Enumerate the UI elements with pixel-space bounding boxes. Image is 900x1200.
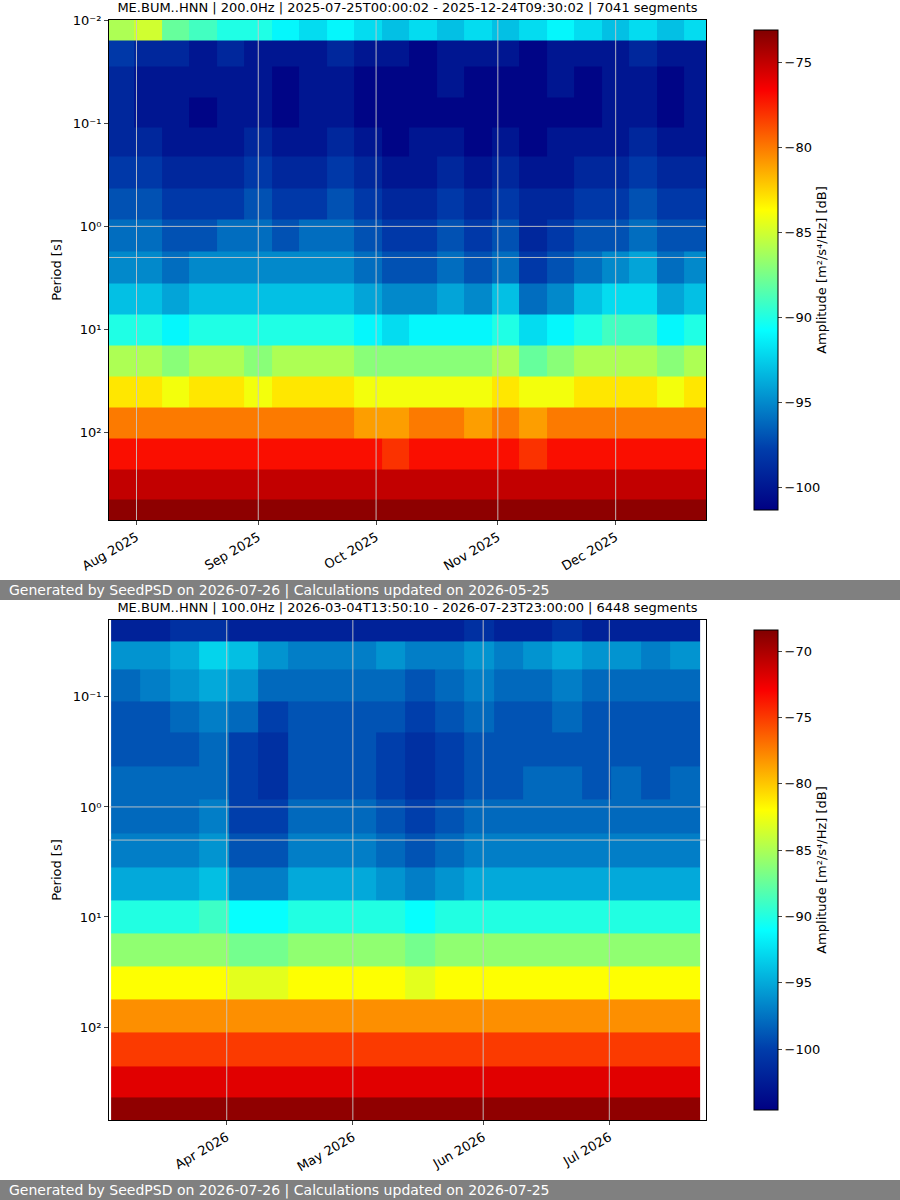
svg-text:Jul 2026: Jul 2026 [560,1129,614,1169]
svg-text:Sep 2025: Sep 2025 [202,529,263,573]
svg-text:−75: −75 [785,55,812,70]
svg-text:Oct 2025: Oct 2025 [322,529,381,572]
svg-text:−90: −90 [785,909,812,924]
svg-text:−100: −100 [785,480,821,495]
svg-text:10²: 10² [80,1020,102,1035]
svg-text:10¹: 10¹ [80,322,102,337]
svg-text:Amplitude [m²/s⁴/Hz] [dB]: Amplitude [m²/s⁴/Hz] [dB] [814,186,829,354]
svg-text:−70: −70 [785,644,812,659]
html-text:Generated by SeedPSD on 2026-0: Generated by SeedPSD on 2026-07-26 | Cal… [9,582,550,598]
svg-text:Period [s]: Period [s] [49,839,64,901]
svg-text:Apr 2026: Apr 2026 [172,1129,231,1172]
svg-text:Period [s]: Period [s] [49,239,64,301]
svg-text:−90: −90 [785,310,812,325]
svg-text:10⁰: 10⁰ [80,219,102,234]
svg-text:−95: −95 [785,395,812,410]
svg-text:−95: −95 [785,975,812,990]
svg-text:10⁻¹: 10⁻¹ [73,689,102,704]
svg-text:ME.BUM..HNN | 200.0Hz | 2025-0: ME.BUM..HNN | 200.0Hz | 2025-07-25T00:00… [117,0,697,15]
svg-text:10²: 10² [80,425,102,440]
svg-text:−85: −85 [785,225,812,240]
svg-text:10⁻¹: 10⁻¹ [73,116,102,131]
svg-text:Aug 2025: Aug 2025 [80,529,142,573]
svg-text:−100: −100 [785,1042,821,1057]
svg-text:May 2026: May 2026 [295,1129,358,1174]
svg-text:Nov 2025: Nov 2025 [441,529,503,573]
svg-text:ME.BUM..HNN | 100.0Hz | 2026-0: ME.BUM..HNN | 100.0Hz | 2026-03-04T13:50… [117,600,697,615]
svg-text:10⁻²: 10⁻² [73,13,102,28]
svg-text:−80: −80 [785,776,812,791]
svg-text:10⁰: 10⁰ [80,799,102,814]
svg-text:−75: −75 [785,710,812,725]
svg-text:Amplitude [m²/s⁴/Hz] [dB]: Amplitude [m²/s⁴/Hz] [dB] [814,786,829,954]
svg-text:Jun 2026: Jun 2026 [430,1129,488,1171]
svg-text:Dec 2025: Dec 2025 [559,529,621,573]
svg-text:10¹: 10¹ [80,910,102,925]
html-text:Generated by SeedPSD on 2026-0: Generated by SeedPSD on 2026-07-26 | Cal… [9,1182,550,1198]
svg-text:−80: −80 [785,140,812,155]
svg-text:−85: −85 [785,843,812,858]
